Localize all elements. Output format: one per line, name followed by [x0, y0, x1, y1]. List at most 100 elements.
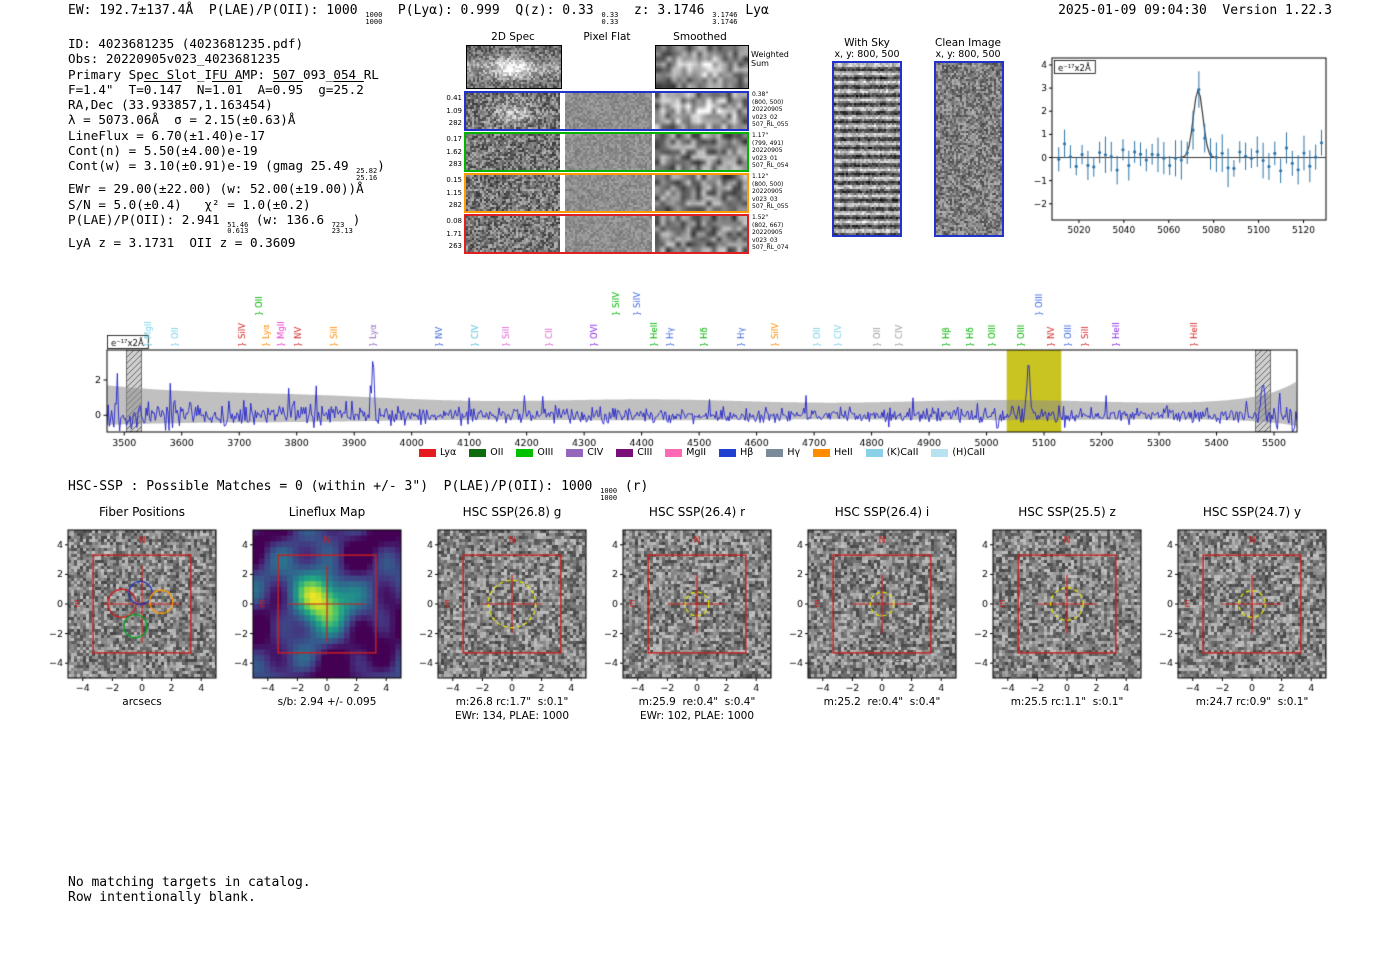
spec2d-row-left-values: 0.41 1.09 282 — [438, 92, 462, 130]
summary-header: EW: 192.7±137.4Å P(LAE)/P(OII): 1000 100… — [68, 3, 769, 25]
info-line: LyA z = 3.1731 OII z = 0.3609 — [68, 235, 385, 250]
line-fit-zoom-plot — [1008, 48, 1338, 238]
fraction-stack: 1000 1000 — [600, 487, 618, 502]
weighted-sum-label: Weighted Sum — [751, 50, 789, 68]
spec2d-left-value: 0.41 — [446, 94, 462, 102]
spec2d-col-title-smoothed: Smoothed — [673, 31, 727, 43]
cutout-title: HSC SSP(25.5) z — [1018, 505, 1116, 519]
info-line: Primary Spec_Slot_IFU_AMP: 507_093_054_R… — [68, 67, 385, 82]
text-segment: 25.2 — [333, 81, 364, 97]
legend-swatch — [665, 448, 683, 457]
spec2d-flat-canvas — [565, 175, 652, 211]
spec2d-annotation-line: 20220905 — [752, 188, 783, 196]
legend-swatch — [719, 448, 737, 457]
cutout-panel: HSC SSP(26.4) r m:25.9 re:0.4" s:0.4" EWr:… — [589, 505, 805, 730]
fraction-stack: 25.82 25.16 — [356, 167, 378, 182]
cutout-xlabel: m:25.2 re:0.4" s:0.4" — [823, 696, 941, 708]
cutout-xlabel: m:26.8 rc:1.7" s:0.1" — [455, 696, 569, 708]
cutout-xlabel: m:24.7 rc:0.9" s:0.1" — [1195, 696, 1309, 708]
legend-label: OIII — [537, 447, 554, 458]
info-line: RA,Dec (33.933857,1.163454) — [68, 97, 385, 112]
legend-swatch — [766, 448, 784, 457]
spec2d-left-value: 282 — [448, 119, 462, 128]
cutout-canvas — [219, 522, 419, 694]
with-sky-image — [832, 61, 902, 237]
spectral-line-legend: Lyα OII OIII CIV CIII MgII Hβ Hγ HeII (K)CaII (H)C… — [107, 447, 1297, 458]
info-line: Cont(w) = 3.10(±0.91)e-19 (gmag 25.49 25… — [68, 158, 385, 181]
weighted-2dspec-canvas — [466, 45, 562, 89]
cutout-xlabel: m:25.9 re:0.4" s:0.4" — [638, 696, 756, 708]
spec2d-annotation-line: 507_RL_074 — [752, 244, 789, 252]
spec2d-annotation-line: v023_03 — [752, 195, 778, 203]
text-segment: Obs: 20220905v023_4023681235 — [68, 51, 281, 67]
footer-line-2: Row intentionally blank. — [68, 890, 256, 905]
legend-label: Lyα — [439, 447, 457, 458]
info-line: ID: 4023681235 (4023681235.pdf) — [68, 36, 385, 51]
info-line: Obs: 20220905v023_4023681235 — [68, 51, 385, 66]
legend-swatch — [469, 448, 487, 457]
cutout-canvas — [1144, 522, 1344, 694]
cutout-panel: Lineflux Map s/b: 2.94 +/- 0.095 — [219, 505, 435, 730]
text-segment: 1.01 — [212, 81, 243, 97]
spec2d-row-annotation: 1.17" (799, 491) 20220905 v023_01 507_RL_054 — [752, 132, 800, 170]
legend-label: (K)CaII — [886, 447, 919, 458]
info-line: F=1.4" T=0.147 N=1.01 A=0.95 g=25.2 — [68, 82, 385, 97]
spec2d-row-left-values: 0.08 1.71 263 — [438, 215, 462, 253]
spec2d-left-value: 0.15 — [446, 176, 462, 184]
spec2d-row — [464, 173, 749, 213]
text-segment: LyA z = 3.1731 OII z = 0.3609 — [68, 234, 296, 250]
text-segment: ID: 4023681235 (4023681235.pdf) — [68, 36, 304, 51]
cutout-xlabel: arcsecs — [122, 696, 162, 708]
legend-label: MgII — [686, 447, 707, 458]
spec2d-row-annotation: 1.12" (800, 500) 20220905 v023_03 507_RL_055 — [752, 173, 800, 211]
legend-item: HeII — [813, 447, 853, 458]
legend-item: CIII — [616, 447, 652, 458]
footer-line-1: No matching targets in catalog. — [68, 875, 311, 890]
text-segment: Cont(w) = 3.10(±0.91)e-19 (gmag 25.49 — [68, 158, 357, 174]
cutout-title: HSC SSP(24.7) y — [1202, 505, 1302, 519]
weighted-sum-label-line2: Sum — [751, 59, 769, 68]
info-line: Cont(n) = 5.50(±4.00)e-19 — [68, 143, 385, 158]
clean-image-coords: x, y: 800, 500 — [935, 49, 1001, 60]
spec2d-annotation-line: (802, 667) — [752, 221, 784, 229]
spec2d-smoothed-canvas — [655, 93, 747, 129]
spec2d-annotation-line: 1.52" — [752, 214, 769, 221]
spec2d-annotation-line: (799, 491) — [752, 139, 784, 147]
with-sky-title: With Sky — [844, 37, 890, 49]
spec2d-left-value: 282 — [448, 201, 462, 210]
cutout-title: HSC SSP(26.8) g — [462, 505, 562, 519]
info-line: P(LAE)/P(OII): 2.941 51.46 0.613 (w: 136.… — [68, 212, 385, 235]
spec2d-col-title-2dspec: 2D Spec — [491, 31, 535, 43]
spec2d-annotation-line: 0.38" — [752, 91, 769, 98]
spec2d-spec-canvas — [466, 93, 560, 129]
legend-item: OIII — [516, 447, 553, 458]
spec2d-annotation-line: 507_RL_055 — [752, 203, 789, 211]
spec2d-annotation-line: 20220905 — [752, 147, 783, 155]
weighted-smoothed-canvas — [655, 45, 749, 89]
cutout-title: HSC SSP(26.4) r — [648, 505, 746, 519]
legend-item: Lyα — [418, 447, 457, 458]
cutout-title: Lineflux Map — [288, 505, 366, 519]
text-segment: Primary Spec_Slot_IFU_AMP: 507_093_054_R… — [68, 66, 379, 82]
legend-label: CIII — [637, 447, 653, 458]
legend-item: OII — [469, 447, 503, 458]
text-segment: F=1.4" T= — [68, 81, 144, 97]
spec2d-annotation-line: 507_RL_055 — [752, 121, 789, 129]
text-segment: (w: 136.6 — [248, 211, 332, 227]
cutout-canvas — [34, 522, 234, 694]
spec2d-left-value: 263 — [448, 242, 462, 251]
text-segment: λ = 5073.06Å σ = 2.15(±0.63)Å — [68, 112, 296, 128]
detection-info-block: ID: 4023681235 (4023681235.pdf) Obs: 2022… — [68, 36, 385, 250]
text-segment: EW: 192.7±137.4Å P(LAE)/P(OII): 1000 — [68, 3, 366, 18]
text-segment: P(LAE)/P(OII): 2.941 — [68, 211, 228, 227]
text-segment: g= — [303, 81, 334, 97]
spec2d-left-value: 0.08 — [446, 217, 462, 225]
spec2d-smoothed-canvas — [655, 134, 747, 170]
spec2d-spec-canvas — [466, 216, 560, 252]
spec2d-row-left-values: 0.15 1.15 282 — [438, 174, 462, 212]
spec2d-row-left-values: 0.17 1.62 283 — [438, 133, 462, 171]
spec2d-spec-canvas — [466, 134, 560, 170]
text-segment: RA,Dec (33.933857,1.163454) — [68, 97, 273, 113]
legend-label: OII — [490, 447, 504, 458]
